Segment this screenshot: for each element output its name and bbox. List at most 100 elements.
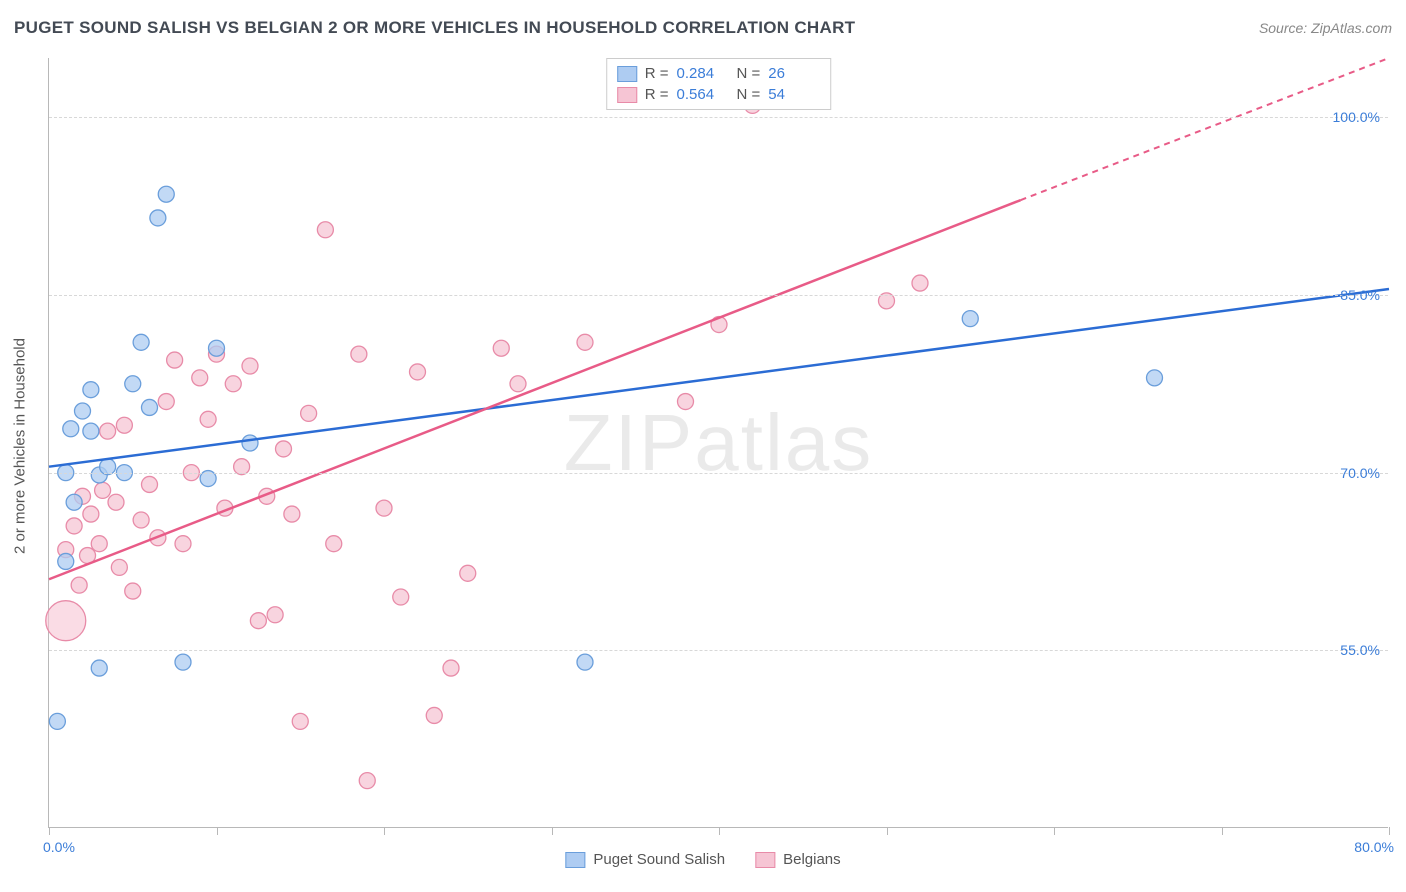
gridline-h [49, 473, 1388, 474]
pink-point [116, 417, 132, 433]
blue-point [242, 435, 258, 451]
blue-point [75, 403, 91, 419]
pink-point [91, 536, 107, 552]
legend-item-pink: Belgians [755, 851, 841, 868]
legend-swatch-pink [755, 852, 775, 868]
stats-row-blue: R = 0.284 N = 26 [617, 63, 821, 84]
pink-point [125, 583, 141, 599]
gridline-h [49, 117, 1388, 118]
gridline-h [49, 295, 1388, 296]
pink-point [167, 352, 183, 368]
x-tick [552, 827, 553, 835]
pink-point [133, 512, 149, 528]
stats-legend: R = 0.284 N = 26 R = 0.564 N = 54 [606, 58, 832, 110]
n-value-blue: 26 [768, 65, 820, 82]
x-label-right: 80.0% [1354, 839, 1394, 855]
blue-point [175, 654, 191, 670]
r-value-pink: 0.564 [677, 86, 729, 103]
plot-area: ZIPatlas R = 0.284 N = 26 R = 0.564 N = … [48, 58, 1388, 828]
blue-point [577, 654, 593, 670]
y-tick-label: 70.0% [1340, 465, 1380, 481]
blue-point [209, 340, 225, 356]
pink-point [100, 423, 116, 439]
y-tick-label: 55.0% [1340, 642, 1380, 658]
pink-point [200, 411, 216, 427]
x-tick [49, 827, 50, 835]
x-tick [217, 827, 218, 835]
chart-title: PUGET SOUND SALISH VS BELGIAN 2 OR MORE … [14, 18, 855, 38]
blue-point [49, 713, 65, 729]
pink-point [510, 376, 526, 392]
pink-point [71, 577, 87, 593]
x-tick [719, 827, 720, 835]
pink-point [577, 334, 593, 350]
r-value-blue: 0.284 [677, 65, 729, 82]
pink-point [111, 559, 127, 575]
pink-point [142, 476, 158, 492]
pink-point [426, 707, 442, 723]
pink-point [410, 364, 426, 380]
scatter-svg [49, 58, 1388, 827]
blue-point [142, 399, 158, 415]
pink-point [912, 275, 928, 291]
pink-point [292, 713, 308, 729]
pink-point [443, 660, 459, 676]
legend-swatch-blue [565, 852, 585, 868]
swatch-pink [617, 87, 637, 103]
trendline-pink [49, 200, 1021, 579]
pink-point [95, 482, 111, 498]
pink-point [276, 441, 292, 457]
pink-point [158, 394, 174, 410]
pink-point [301, 405, 317, 421]
pink-point [192, 370, 208, 386]
blue-point [133, 334, 149, 350]
pink-point [66, 518, 82, 534]
blue-point [83, 423, 99, 439]
x-tick [384, 827, 385, 835]
blue-point [91, 660, 107, 676]
pink-point [351, 346, 367, 362]
y-axis-title: 2 or more Vehicles in Household [12, 338, 29, 554]
pink-point [493, 340, 509, 356]
blue-point [63, 421, 79, 437]
stats-row-pink: R = 0.564 N = 54 [617, 84, 821, 105]
bottom-legend: Puget Sound Salish Belgians [565, 851, 840, 868]
x-label-left: 0.0% [43, 839, 75, 855]
blue-point [962, 311, 978, 327]
x-tick [1054, 827, 1055, 835]
legend-item-blue: Puget Sound Salish [565, 851, 725, 868]
pink-point [284, 506, 300, 522]
blue-point [125, 376, 141, 392]
blue-point [1147, 370, 1163, 386]
legend-label-pink: Belgians [783, 851, 841, 868]
trendline-blue [49, 289, 1389, 467]
x-tick [1222, 827, 1223, 835]
pink-point [317, 222, 333, 238]
pink-point [175, 536, 191, 552]
pink-point [242, 358, 258, 374]
pink-point [326, 536, 342, 552]
blue-point [150, 210, 166, 226]
pink-point [393, 589, 409, 605]
pink-point [108, 494, 124, 510]
pink-point [460, 565, 476, 581]
blue-point [83, 382, 99, 398]
n-value-pink: 54 [768, 86, 820, 103]
trendline-pink-dashed [1021, 58, 1390, 200]
swatch-blue [617, 66, 637, 82]
pink-point [83, 506, 99, 522]
legend-label-blue: Puget Sound Salish [593, 851, 725, 868]
blue-point [66, 494, 82, 510]
pink-point [225, 376, 241, 392]
pink-point-large [46, 601, 86, 641]
pink-point [359, 773, 375, 789]
chart-header: PUGET SOUND SALISH VS BELGIAN 2 OR MORE … [14, 18, 1392, 38]
y-tick-label: 85.0% [1340, 287, 1380, 303]
pink-point [678, 394, 694, 410]
blue-point [158, 186, 174, 202]
x-tick [887, 827, 888, 835]
pink-point [250, 613, 266, 629]
chart-source: Source: ZipAtlas.com [1259, 20, 1392, 36]
pink-point [267, 607, 283, 623]
gridline-h [49, 650, 1388, 651]
